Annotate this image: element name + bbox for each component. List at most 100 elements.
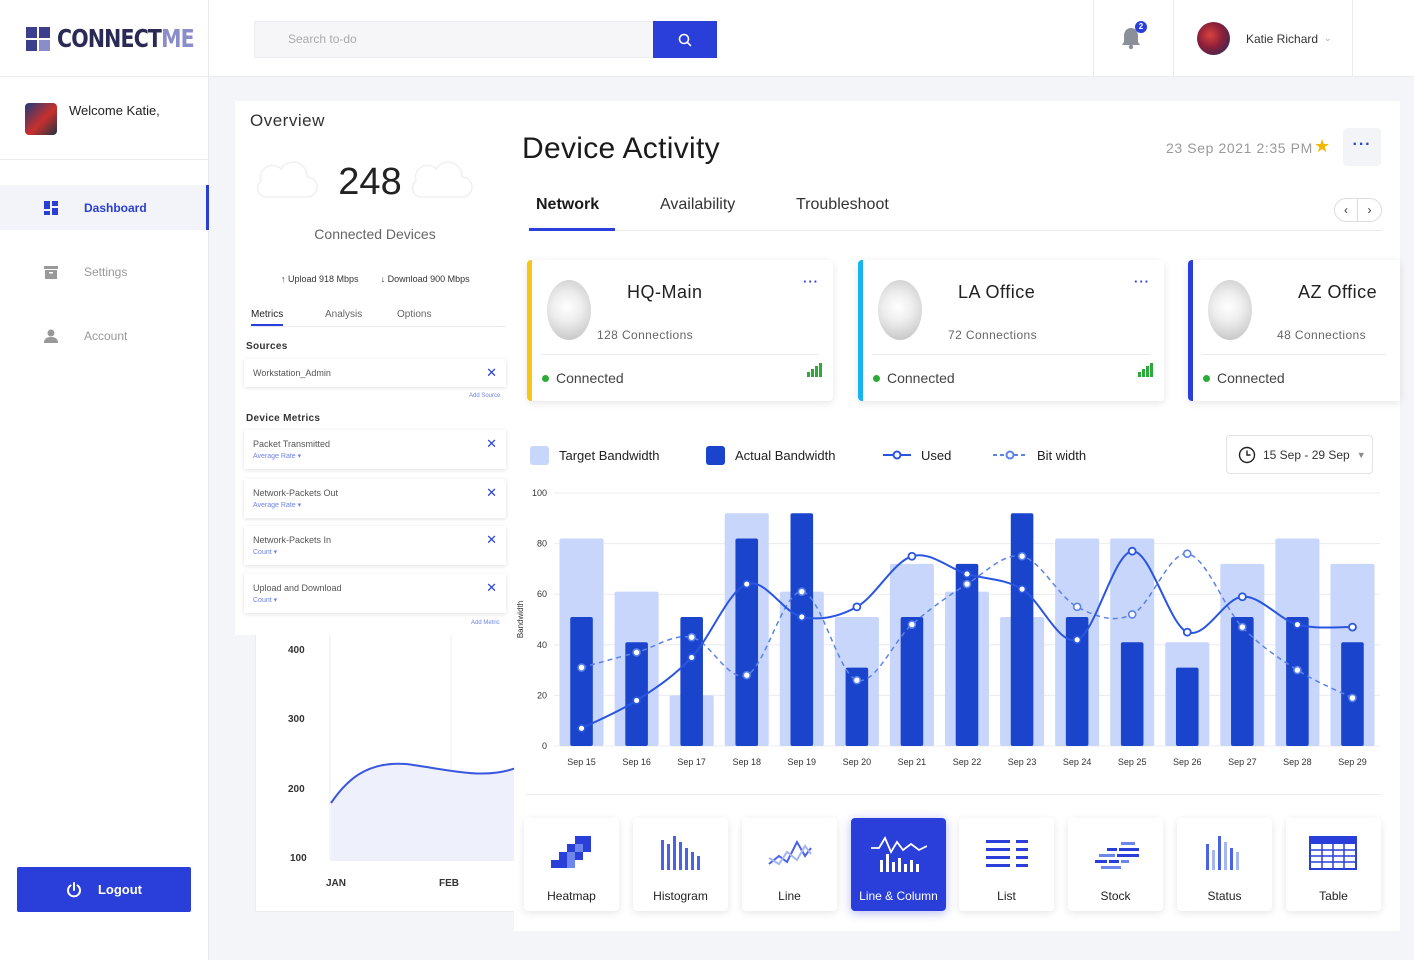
bar-actual: [1120, 642, 1144, 746]
metric-aggregation-dropdown[interactable]: Average Rate ▾: [253, 453, 302, 460]
bar-actual: [735, 538, 759, 746]
logout-button[interactable]: Logout: [17, 867, 191, 912]
device-status: Connected: [873, 370, 955, 386]
device-status: Connected: [542, 370, 624, 386]
divider: [1093, 0, 1094, 77]
chart-type-histogram[interactable]: Histogram: [633, 818, 728, 911]
sidebar-item-label: Account: [84, 328, 128, 343]
point-bitwidth: [742, 670, 752, 680]
tab-options[interactable]: Options: [397, 309, 432, 320]
close-icon[interactable]: ✕: [486, 485, 497, 500]
logout-label: Logout: [97, 882, 143, 897]
point-used: [1182, 627, 1192, 637]
chart-type-stock[interactable]: Stock: [1068, 818, 1163, 911]
chart-type-list[interactable]: List: [959, 818, 1054, 911]
x-tick-label: Sep 21: [898, 757, 927, 767]
legend-bitwidth[interactable]: Bit width: [993, 444, 1086, 466]
date-range-select[interactable]: 15 Sep - 29 Sep ▼: [1226, 435, 1373, 474]
metric-aggregation-dropdown[interactable]: Count ▾: [253, 549, 278, 556]
metric-aggregation-dropdown[interactable]: Count ▾: [253, 597, 278, 604]
search-button[interactable]: [653, 21, 717, 58]
point-bitwidth: [852, 675, 862, 685]
point-used: [797, 612, 807, 622]
search-input[interactable]: Search to-do: [254, 21, 654, 58]
y-tick-label: 60: [537, 589, 547, 599]
logo[interactable]: CONNECTME: [26, 24, 224, 53]
sidebar-item-account[interactable]: Account: [0, 313, 209, 358]
tab-availability[interactable]: Availability: [660, 196, 736, 213]
close-icon[interactable]: ✕: [486, 436, 497, 451]
power-icon: [66, 881, 81, 897]
device-metrics-heading: Device Metrics: [246, 413, 321, 424]
chart-type-label: Status: [1207, 889, 1242, 903]
tab-analysis[interactable]: Analysis: [325, 309, 363, 320]
tab-troubleshoot[interactable]: Troubleshoot: [796, 196, 889, 213]
sidebar-item-dashboard[interactable]: Dashboard: [0, 185, 209, 230]
x-tick-label: Sep 20: [843, 757, 872, 767]
metric-item[interactable]: Upload and Download Count ▾ ✕: [244, 574, 506, 613]
histogram-icon: [661, 836, 700, 870]
more-options-icon[interactable]: ···: [803, 274, 819, 289]
chart-type-line[interactable]: Line: [742, 818, 837, 911]
star-icon[interactable]: ★: [1314, 136, 1331, 156]
chart-type-heatmap[interactable]: Heatmap: [524, 818, 619, 911]
chevron-left-icon[interactable]: ‹: [1335, 199, 1359, 221]
tab-metrics[interactable]: Metrics: [251, 309, 284, 326]
legend-target[interactable]: Target Bandwidth: [530, 444, 659, 466]
chart-type-line-column[interactable]: Line & Column: [851, 818, 946, 911]
user-menu[interactable]: Katie Richard ⌄: [1197, 22, 1332, 55]
x-tick-label: Sep 15: [567, 757, 596, 767]
legend-line-icon: [883, 450, 911, 460]
avatar: [25, 103, 57, 135]
chart-type-table[interactable]: Table: [1286, 818, 1381, 911]
legend-used[interactable]: Used: [883, 444, 951, 466]
metric-item[interactable]: Network-Packets Out Average Rate ▾ ✕: [244, 479, 506, 518]
line-bitwidth: [581, 552, 1353, 699]
add-metric-link[interactable]: Add Metric: [471, 620, 500, 626]
close-icon[interactable]: ✕: [486, 365, 497, 380]
metric-label: Packet Transmitted: [253, 439, 331, 449]
metric-label: Network-Packets In: [253, 535, 332, 545]
divider: [1173, 0, 1174, 77]
chevron-right-icon[interactable]: ›: [1367, 203, 1372, 217]
antenna-dish-icon: [878, 280, 922, 340]
bar-actual: [1065, 616, 1089, 746]
sidebar-item-settings[interactable]: Settings: [0, 249, 209, 294]
chart-type-status[interactable]: Status: [1177, 818, 1272, 911]
device-connections: 128 Connections: [597, 328, 694, 342]
metric-item[interactable]: Network-Packets In Count ▾ ✕: [244, 526, 506, 565]
device-card[interactable]: HQ-Main 128 Connections ··· Connected: [527, 260, 833, 401]
y-tick-label: 20: [537, 690, 547, 700]
source-item[interactable]: Workstation_Admin ✕: [244, 359, 506, 387]
sidebar-item-label: Settings: [84, 264, 128, 279]
more-options-icon[interactable]: ···: [1134, 274, 1150, 289]
device-card[interactable]: LA Office 72 Connections ··· Connected: [858, 260, 1164, 401]
point-bitwidth: [1182, 549, 1192, 559]
metric-label: Upload and Download: [253, 583, 342, 593]
tab-underline: [529, 228, 615, 231]
metric-item[interactable]: Packet Transmitted Average Rate ▾ ✕: [244, 430, 506, 469]
close-icon[interactable]: ✕: [486, 532, 497, 547]
close-icon[interactable]: ✕: [486, 580, 497, 595]
divider: [541, 354, 819, 355]
bar-actual: [1231, 616, 1254, 746]
device-name: AZ Office: [1298, 282, 1378, 302]
point-bitwidth: [687, 632, 696, 642]
legend-actual[interactable]: Actual Bandwidth: [706, 444, 835, 466]
x-tick-label: Sep 25: [1118, 757, 1147, 767]
x-tick-label: Sep 16: [622, 757, 651, 767]
more-options-button[interactable]: ···: [1343, 128, 1381, 166]
sources-heading: Sources: [246, 341, 288, 352]
device-card[interactable]: AZ Office 48 Connections Connected: [1188, 260, 1400, 401]
overview-title: Overview: [250, 111, 325, 130]
chart-type-label: Stock: [1100, 889, 1131, 903]
tab-network[interactable]: Network: [536, 196, 600, 213]
add-source-link[interactable]: Add Source: [469, 393, 501, 399]
notifications-button[interactable]: 2: [1120, 21, 1147, 50]
device-name: HQ-Main: [627, 282, 703, 302]
metric-aggregation-dropdown[interactable]: Average Rate ▾: [253, 502, 302, 509]
metric-label: Network-Packets Out: [253, 488, 339, 498]
signal-icon: [1138, 363, 1154, 377]
point-bitwidth: [577, 663, 586, 672]
bell-icon: [1122, 28, 1140, 50]
